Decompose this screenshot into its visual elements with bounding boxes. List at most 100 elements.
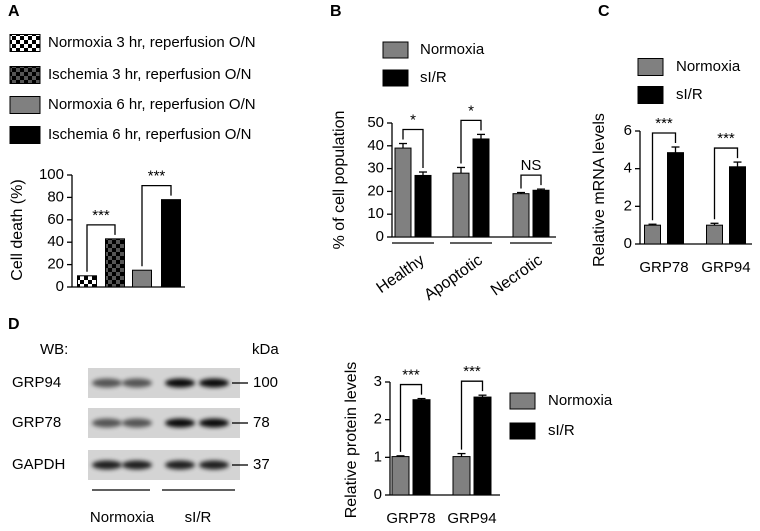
western-blot: WB: kDa Normoxia sI/R GRP94 100 GRP78 78 GAP… (12, 341, 279, 526)
bar (394, 147, 412, 238)
size-label: 37 (253, 456, 270, 473)
y-tick-label: 6 (624, 122, 632, 139)
x-tick-label: GRP78 (386, 510, 435, 527)
legend-label: Normoxia (420, 41, 485, 58)
legend-label: Normoxia 6 hr, reperfusion O/N (48, 96, 256, 113)
significance-bracket (399, 383, 423, 452)
legend-label: Normoxia 3 hr, reperfusion O/N (48, 34, 256, 51)
x-tick-label: Apoptotic (421, 252, 485, 304)
panel-label: D (8, 316, 20, 333)
significance-bracket (651, 132, 677, 221)
legend-swatch (9, 96, 41, 114)
x-tick-label: Healthy (374, 252, 428, 297)
legend-swatch (9, 34, 41, 52)
chart: 0 2 4 6 Relative mRNA levels GRP78 GRP94 Normox… (591, 58, 752, 276)
y-tick-label: 20 (367, 182, 384, 199)
group-label: sI/R (185, 509, 212, 526)
error-bar (399, 142, 407, 149)
legend-swatch (382, 69, 409, 87)
significance-label: NS (521, 157, 542, 174)
bar (414, 174, 432, 238)
significance-label: *** (463, 363, 481, 380)
significance-bracket (141, 184, 172, 267)
blot-band (165, 418, 195, 428)
significance-label: * (468, 102, 474, 119)
bar (729, 166, 746, 245)
x-tick-label: GRP94 (447, 510, 496, 527)
bar (452, 172, 470, 238)
y-tick-label: 40 (47, 233, 64, 250)
panel-label: C (598, 3, 610, 20)
y-tick-label: 3 (374, 373, 382, 390)
error-bar (457, 452, 466, 457)
bar (706, 224, 723, 245)
blot-row-label: GRP78 (12, 414, 61, 431)
bar (473, 396, 492, 496)
blot-row-label: GAPDH (12, 456, 65, 473)
error-bar (478, 394, 487, 398)
x-tick-label: Necrotic (488, 252, 546, 300)
legend-swatch (9, 66, 41, 84)
error-bar (671, 146, 680, 153)
y-axis-label: Cell death (%) (9, 179, 26, 280)
y-tick-label: 30 (367, 160, 384, 177)
significance-bracket (520, 174, 542, 189)
error-bar (710, 222, 719, 226)
significance-bracket (460, 380, 484, 450)
blot-header: WB: (40, 341, 68, 358)
significance-label: *** (655, 115, 673, 132)
significance-label: * (410, 111, 416, 128)
error-bar (419, 171, 427, 176)
legend-swatch (509, 392, 536, 410)
blot-band (92, 378, 122, 388)
legend-swatch (509, 422, 536, 440)
bar (132, 269, 152, 288)
y-tick-label: 50 (367, 114, 384, 131)
significance-bracket (460, 119, 482, 164)
legend-swatch (637, 58, 664, 76)
blot-band (122, 378, 152, 388)
y-axis-label: Relative mRNA levels (591, 113, 608, 267)
error-bar (417, 397, 426, 400)
blot-band (122, 418, 152, 428)
bar (532, 189, 550, 238)
blot-band (199, 418, 229, 428)
y-tick-label: 0 (376, 228, 384, 245)
y-tick-label: 10 (367, 205, 384, 222)
chart: 0 10 20 30 40 50 % of cell population HealthyAp… (331, 41, 556, 304)
blot-band (199, 378, 229, 388)
legend-swatch (9, 126, 41, 144)
y-tick-label: 40 (367, 137, 384, 154)
panel-label: B (330, 3, 342, 20)
size-label: 78 (253, 414, 270, 431)
y-tick-label: 60 (47, 211, 64, 228)
blot-row-label: GRP94 (12, 374, 61, 391)
legend-label: Normoxia (676, 58, 741, 75)
legend-label: Ischemia 3 hr, reperfusion O/N (48, 66, 251, 83)
y-tick-label: 20 (47, 256, 64, 273)
legend-swatch (382, 41, 409, 59)
bar (472, 138, 490, 238)
error-bar (648, 223, 657, 226)
blot-band (122, 460, 152, 470)
blot-band (165, 460, 195, 470)
group-label: Normoxia (90, 509, 155, 526)
significance-bracket (713, 147, 739, 220)
y-tick-label: 2 (374, 411, 382, 428)
y-tick-label: 100 (39, 166, 64, 183)
error-bar (733, 161, 742, 167)
blot-band (165, 378, 195, 388)
panel-label: A (8, 3, 20, 20)
chart: 0 1 2 3 Relative protein levels GRP78 GRP94 Nor… (343, 362, 613, 527)
legend-label: Ischemia 6 hr, reperfusion O/N (48, 126, 251, 143)
legend-label: sI/R (420, 69, 447, 86)
significance-label: *** (717, 130, 735, 147)
error-bar (537, 188, 545, 191)
y-tick-label: 1 (374, 448, 382, 465)
y-tick-label: 0 (374, 486, 382, 503)
error-bar (457, 166, 465, 174)
y-axis-label: % of cell population (331, 111, 348, 250)
bar (512, 193, 530, 238)
significance-label: *** (148, 168, 166, 185)
